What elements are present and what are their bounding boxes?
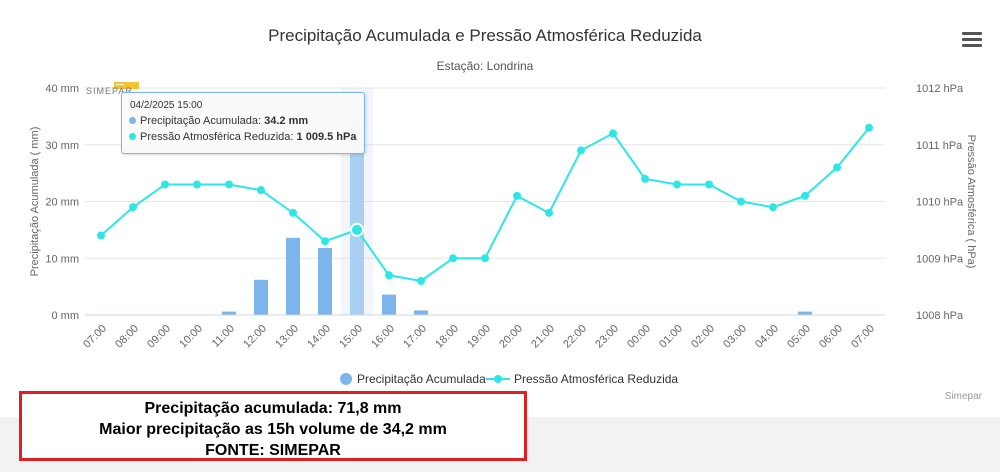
- summary-note: Precipitação acumulada: 71,8 mm Maior pr…: [19, 391, 527, 461]
- svg-text:SIMEPAR: SIMEPAR: [86, 86, 133, 96]
- chart-subtitle: Estação: Londrina: [436, 59, 534, 73]
- pressure-point: [129, 203, 137, 212]
- y-right-axis-title: Pressão Atmosférica ( hPa): [965, 135, 977, 269]
- chart-plot: 0 mm 10 mm 20 mm 30 mm 40 mm 1008 hPa 1009 hPa…: [29, 83, 977, 386]
- y-left-tick-label: 20 mm: [45, 197, 79, 209]
- x-tick-label: 14:00: [305, 323, 333, 351]
- pressure-point: [257, 186, 265, 195]
- pressure-point: [193, 180, 201, 189]
- pressure-point: [449, 254, 457, 263]
- x-tick-label: 00:00: [625, 323, 653, 351]
- pressure-point: [513, 191, 521, 200]
- legend-label: Pressão Atmosférica Reduzida: [514, 372, 678, 386]
- pressure-point: [577, 146, 585, 155]
- x-tick-label: 16:00: [369, 323, 397, 351]
- pressure-point: [833, 163, 841, 172]
- pressure-point: [705, 180, 713, 189]
- precip-bar: [222, 311, 236, 315]
- pressure-point: [737, 197, 745, 206]
- y-left-tick-label: 0 mm: [52, 310, 80, 322]
- x-tick-label: 08:00: [113, 323, 141, 351]
- precip-bar: [318, 248, 332, 315]
- x-tick-label: 19:00: [465, 323, 493, 351]
- y-left-axis-title: Precipitação Acumulada ( mm): [29, 127, 41, 277]
- legend-bar-icon: [340, 373, 352, 385]
- chart-tooltip: 04/2/2025 15:00 Precipitação Acumulada: …: [121, 92, 365, 154]
- precip-bar: [286, 237, 300, 315]
- note-line-1: Precipitação acumulada: 71,8 mm: [144, 400, 402, 417]
- x-tick-label: 03:00: [721, 323, 749, 351]
- y-left-tick-label: 10 mm: [45, 253, 79, 265]
- y-right-tick-label: 1010 hPa: [916, 197, 964, 209]
- legend-item-pressure[interactable]: Pressão Atmosférica Reduzida: [486, 372, 678, 386]
- chart-title: Precipitação Acumulada e Pressão Atmosfé…: [268, 26, 702, 45]
- x-tick-label: 09:00: [145, 323, 173, 351]
- legend-item-precip[interactable]: Precipitação Acumulada: [340, 372, 486, 386]
- y-left-tick-label: 40 mm: [45, 83, 79, 95]
- x-tick-label: 13:00: [273, 323, 301, 351]
- x-tick-label: 22:00: [561, 323, 589, 351]
- x-tick-label: 05:00: [785, 323, 813, 351]
- pressure-point: [225, 180, 233, 189]
- pressure-point: [801, 191, 809, 200]
- pressure-point: [481, 254, 489, 263]
- y-right-tick-label: 1008 hPa: [916, 310, 964, 322]
- pressure-point: [161, 180, 169, 189]
- precip-bar: [798, 311, 812, 315]
- pressure-point: [97, 231, 105, 240]
- tooltip-row-pressure: Pressão Atmosférica Reduzida: 1 009.5 hP…: [129, 131, 356, 143]
- precip-bar: [382, 294, 396, 315]
- x-tick-label: 12:00: [241, 323, 269, 351]
- tooltip-pressure-value: 1 009.5 hPa: [296, 131, 357, 143]
- x-tick-label: 10:00: [177, 323, 205, 351]
- pressure-point: [417, 276, 425, 285]
- note-line-3: FONTE: SIMEPAR: [205, 442, 341, 459]
- tooltip-row-precip: Precipitação Acumulada: 34.2 mm: [129, 115, 308, 127]
- pressure-point: [321, 237, 329, 246]
- chart-container: Precipitação Acumulada e Pressão Atmosfé…: [0, 0, 1000, 417]
- pressure-point: [609, 129, 617, 138]
- y-right-tick-label: 1011 hPa: [916, 140, 963, 152]
- x-tick-label: 06:00: [817, 323, 845, 351]
- note-line-2: Maior precipitação as 15h volume de 34,2…: [99, 421, 447, 438]
- pressure-point: [545, 208, 553, 217]
- x-tick-label: 21:00: [529, 323, 557, 351]
- credit-link[interactable]: Simepar: [944, 391, 982, 402]
- x-tick-label: 23:00: [593, 323, 621, 351]
- y-right-tick-label: 1012 hPa: [916, 83, 964, 95]
- legend-marker-icon: [494, 375, 502, 383]
- precip-bar: [254, 279, 268, 315]
- x-tick-label: 17:00: [401, 323, 429, 351]
- x-tick-label: 04:00: [753, 323, 781, 351]
- y-left-tick-label: 30 mm: [45, 140, 79, 152]
- tooltip-date: 04/2/2025 15:00: [130, 100, 203, 111]
- tooltip-precip-value: 34.2 mm: [264, 115, 309, 127]
- pressure-point: [289, 208, 297, 217]
- precip-bar: [350, 120, 364, 315]
- x-tick-label: 15:00: [337, 323, 365, 351]
- x-tick-label: 11:00: [210, 323, 237, 350]
- legend-label: Precipitação Acumulada: [357, 372, 486, 386]
- pressure-point-highlight: [350, 222, 364, 237]
- x-tick-label: 07:00: [81, 323, 109, 351]
- pressure-point: [865, 123, 873, 132]
- simepar-logo: SIMEPAR: [86, 82, 141, 96]
- x-tick-label: 01:00: [657, 323, 685, 351]
- x-tick-label: 20:00: [497, 323, 525, 351]
- pressure-point: [641, 174, 649, 183]
- x-tick-label: 02:00: [689, 323, 717, 351]
- pressure-point: [673, 180, 681, 189]
- pressure-point: [385, 271, 393, 280]
- tooltip-pressure-label: Pressão Atmosférica Reduzida:: [140, 131, 297, 143]
- x-tick-label: 07:00: [849, 323, 877, 351]
- hamburger-menu-icon[interactable]: [962, 32, 982, 50]
- x-tick-label: 18:00: [433, 323, 461, 351]
- y-right-tick-label: 1009 hPa: [916, 253, 964, 265]
- bar-dot-icon: [129, 117, 136, 124]
- pressure-point: [769, 203, 777, 212]
- tooltip-precip-label: Precipitação Acumulada:: [140, 115, 265, 127]
- line-dot-icon: [129, 133, 136, 140]
- precip-bar: [414, 310, 428, 315]
